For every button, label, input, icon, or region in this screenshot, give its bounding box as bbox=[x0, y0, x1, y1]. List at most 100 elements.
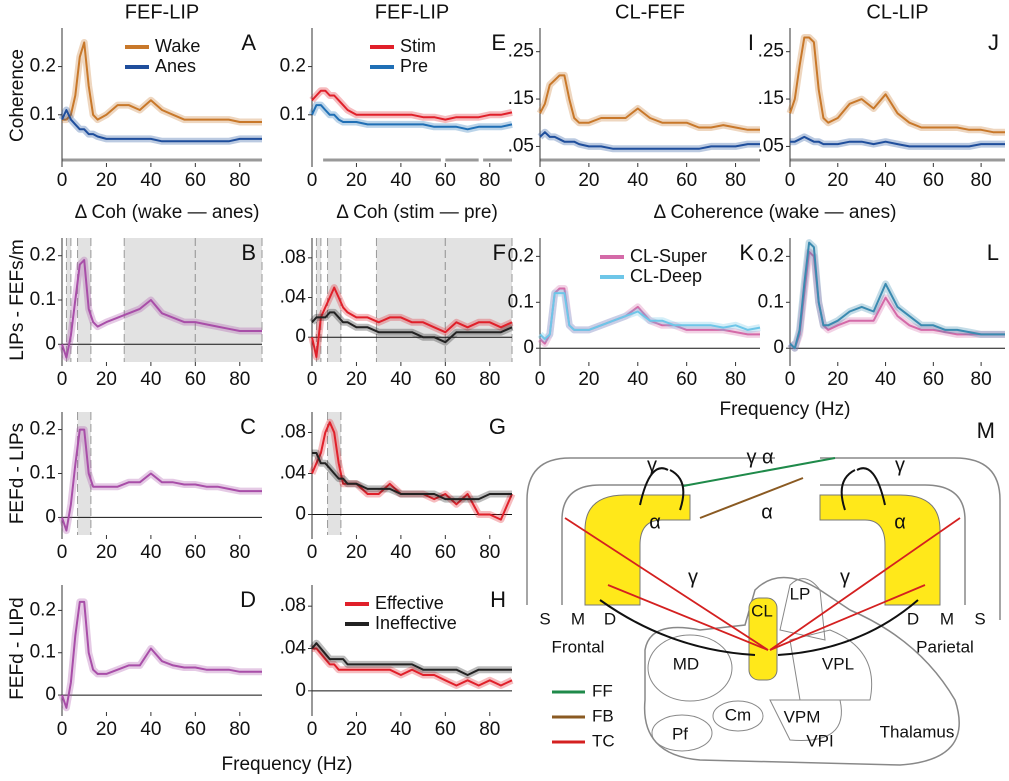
thalamus-outline bbox=[643, 576, 960, 766]
x-tick-label: 40 bbox=[627, 170, 648, 191]
series-line bbox=[61, 259, 262, 359]
diagram-label: LP bbox=[790, 584, 811, 603]
chart-title: FEF-LIP bbox=[375, 1, 449, 23]
x-tick-label: 40 bbox=[875, 369, 896, 390]
series-band bbox=[308, 418, 516, 524]
legend-label: TC bbox=[592, 731, 615, 750]
x-tick-label: 40 bbox=[140, 719, 161, 740]
x-tick-label: 40 bbox=[390, 542, 411, 563]
series-line bbox=[61, 428, 262, 532]
x-tick-label: 80 bbox=[971, 369, 992, 390]
x-tick-label: 60 bbox=[435, 369, 456, 390]
x-tick-label: 20 bbox=[346, 719, 367, 740]
shaded-region bbox=[77, 238, 91, 362]
legend-label: CL-Super bbox=[630, 246, 707, 266]
x-tick-label: 40 bbox=[875, 170, 896, 191]
diagram-label: Parietal bbox=[916, 637, 974, 656]
panel: .05 .15 .25 0 20 40 60 80 CL-LIP J bbox=[758, 1, 1005, 191]
x-tick-label: 60 bbox=[185, 542, 206, 563]
x-tick-label: 0 bbox=[785, 170, 796, 191]
y-tick-label: 0.1 bbox=[508, 291, 534, 312]
series-band bbox=[312, 449, 512, 503]
y-tick-label: 0.2 bbox=[30, 245, 56, 266]
x-tick-label: 60 bbox=[185, 369, 206, 390]
series-line bbox=[311, 286, 513, 358]
pf bbox=[651, 714, 713, 752]
panel-letter: I bbox=[748, 30, 754, 55]
legend-label: CL-Deep bbox=[630, 266, 702, 286]
y-tick-label: .25 bbox=[508, 41, 534, 62]
y-tick-label: .05 bbox=[758, 135, 784, 156]
y-tick-label: 0.2 bbox=[758, 245, 784, 266]
x-tick-label: 60 bbox=[923, 170, 944, 191]
series-line bbox=[311, 642, 512, 676]
x-tick-label: 0 bbox=[57, 170, 68, 191]
gamma-loop bbox=[639, 467, 669, 506]
tc-arrow bbox=[607, 584, 769, 651]
series-line bbox=[789, 241, 1005, 350]
shaded-region bbox=[195, 238, 262, 362]
parietal-layer bbox=[819, 494, 941, 606]
tc-arrow bbox=[769, 584, 926, 651]
diagram-label: α bbox=[894, 511, 906, 533]
y-tick-label: 0.2 bbox=[30, 419, 56, 440]
shaded-region bbox=[77, 412, 91, 535]
x-tick-label: 80 bbox=[479, 170, 500, 191]
diagram-shapes bbox=[526, 457, 1001, 766]
y-tick-label: 0 bbox=[523, 337, 534, 358]
diagram-label: Thalamus bbox=[880, 722, 955, 741]
x-tick-label: 40 bbox=[140, 170, 161, 191]
legend-label: Pre bbox=[400, 56, 428, 76]
legend-label: FF bbox=[592, 681, 613, 700]
series-band bbox=[537, 285, 760, 348]
shaded-region bbox=[66, 238, 71, 362]
x-tick-label: 60 bbox=[676, 170, 697, 191]
x-tick-label: 60 bbox=[923, 369, 944, 390]
x-tick-label: 80 bbox=[479, 369, 500, 390]
x-tick-label: 0 bbox=[307, 542, 318, 563]
subtitle: Δ Coh (wake — anes) bbox=[75, 202, 260, 223]
diagram-label: S bbox=[974, 609, 985, 628]
chart-title: CL-LIP bbox=[866, 1, 928, 23]
panel-letter: G bbox=[489, 414, 506, 439]
y-tick-label: 0.1 bbox=[30, 463, 56, 484]
panel: 0 .04 .08 0 20 40 60 80 G bbox=[280, 412, 516, 563]
x-tick-label: 20 bbox=[578, 369, 599, 390]
shaded-region bbox=[445, 238, 512, 362]
frontal-layer bbox=[584, 494, 691, 606]
y-tick-label: .08 bbox=[280, 422, 306, 443]
y-tick-label: 0 bbox=[773, 337, 784, 358]
panel: .05 .15 .25 0 20 40 60 80 CL-FEF I bbox=[508, 1, 760, 191]
panel: 0 0.1 0.2 0 20 40 60 80 B LIPs - FEFs/m Δ Coh (wak… bbox=[7, 202, 263, 390]
y-tick-label: .05 bbox=[508, 135, 534, 156]
cortex-outline bbox=[526, 457, 775, 605]
series-line bbox=[789, 250, 1005, 350]
series-line bbox=[311, 311, 513, 344]
series-line bbox=[790, 135, 1005, 148]
x-tick-label: 40 bbox=[390, 369, 411, 390]
x-tick-label: 20 bbox=[827, 170, 848, 191]
tc-arrow bbox=[769, 517, 961, 651]
panel: 0 0.1 0.2 0 20 40 60 80 K Δ Coherence (wake — ane… bbox=[508, 202, 897, 420]
panel-letter: E bbox=[491, 30, 506, 55]
md bbox=[647, 634, 733, 702]
series-line bbox=[311, 89, 513, 121]
fb-arrow bbox=[699, 477, 804, 519]
x-tick-label: 0 bbox=[57, 542, 68, 563]
x-tick-label: 60 bbox=[435, 170, 456, 191]
legend-label: Anes bbox=[155, 56, 196, 76]
series-line bbox=[311, 104, 513, 131]
y-tick-label: 0 bbox=[295, 504, 306, 525]
x-tick-label: 20 bbox=[346, 369, 367, 390]
y-tick-label: 0.1 bbox=[758, 291, 784, 312]
diagram-label: γ bbox=[647, 454, 657, 476]
cortex-inner bbox=[820, 484, 966, 605]
y-tick-label: 0.2 bbox=[508, 245, 534, 266]
series-line bbox=[539, 292, 761, 340]
panel-letter: C bbox=[240, 414, 256, 439]
diagram-label: γ bbox=[840, 566, 850, 588]
diagram-label: S bbox=[539, 609, 550, 628]
x-tick-label: 0 bbox=[535, 369, 546, 390]
